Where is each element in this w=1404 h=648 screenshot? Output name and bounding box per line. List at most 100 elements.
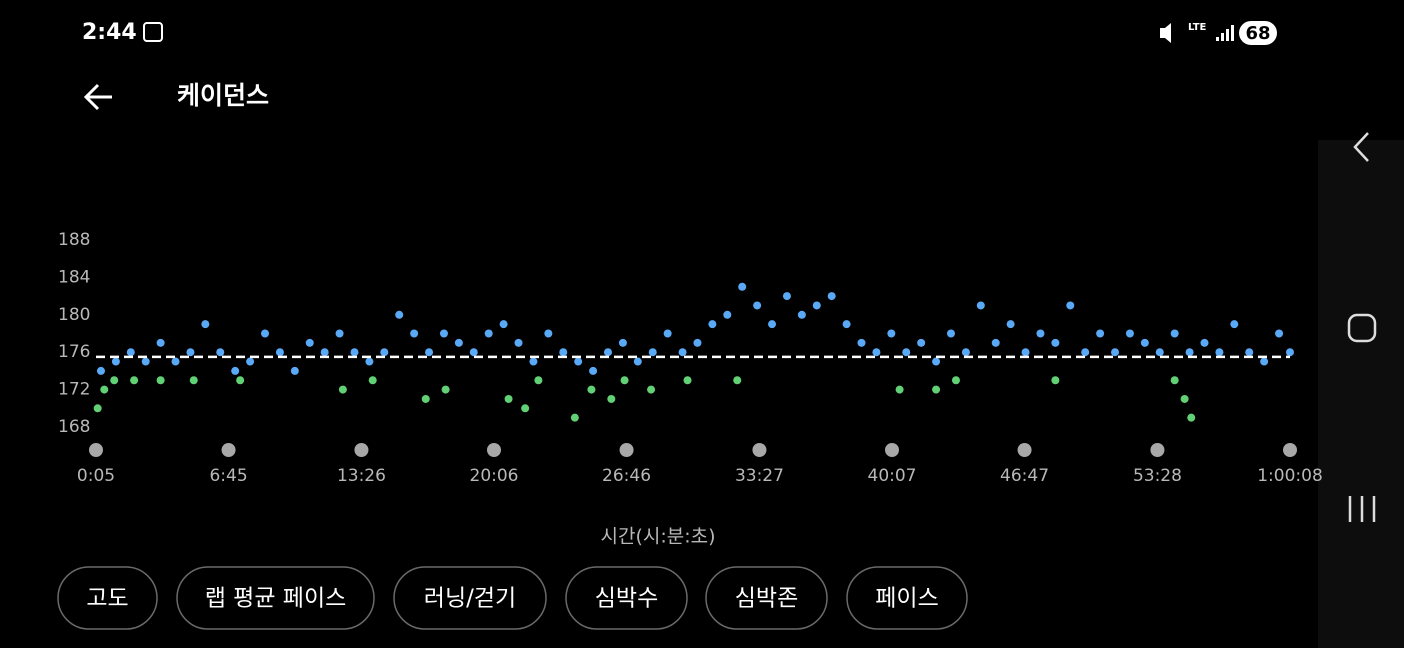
- point: [678, 348, 687, 357]
- point: [1187, 413, 1196, 422]
- filter-button-label: 고도: [86, 586, 128, 612]
- filter-button-label: 심박존: [735, 586, 798, 612]
- point: [1021, 348, 1030, 357]
- point: [857, 338, 866, 347]
- x-axis-label: 시간(시:분:초): [600, 526, 715, 548]
- point: [504, 394, 513, 403]
- point: [932, 385, 941, 394]
- point: [902, 348, 911, 357]
- point: [991, 338, 1000, 347]
- point: [189, 376, 198, 385]
- point: [521, 404, 530, 413]
- y-tick-label: 176: [58, 342, 90, 362]
- x-tick-dot: [885, 443, 899, 457]
- point: [733, 376, 742, 385]
- point: [410, 329, 419, 338]
- point: [872, 348, 881, 357]
- point: [812, 301, 821, 310]
- point: [1051, 376, 1060, 385]
- point: [93, 404, 102, 413]
- clock: 2:44: [82, 20, 137, 45]
- point: [976, 301, 985, 310]
- point: [1170, 376, 1179, 385]
- point: [607, 394, 616, 403]
- point: [246, 357, 255, 366]
- point: [1245, 348, 1254, 357]
- filter-button[interactable]: [57, 566, 158, 630]
- point: [589, 366, 598, 375]
- nav-home[interactable]: [1347, 313, 1377, 343]
- y-tick-label: 184: [58, 267, 90, 287]
- svg-text:LTE: LTE: [1188, 22, 1207, 33]
- filter-button[interactable]: [705, 566, 828, 630]
- point: [1036, 329, 1045, 338]
- y-tick-label: 168: [58, 417, 90, 437]
- point: [1051, 338, 1060, 347]
- point: [633, 357, 642, 366]
- x-tick-dot: [487, 443, 501, 457]
- filter-button[interactable]: [565, 566, 688, 630]
- point: [454, 338, 463, 347]
- point: [236, 376, 245, 385]
- point: [186, 348, 195, 357]
- point: [439, 329, 448, 338]
- point: [514, 338, 523, 347]
- point: [620, 376, 629, 385]
- point: [201, 320, 210, 329]
- point: [693, 338, 702, 347]
- point: [797, 310, 806, 319]
- point: [171, 357, 180, 366]
- point: [1260, 357, 1269, 366]
- point: [111, 357, 120, 366]
- point: [842, 320, 851, 329]
- point: [887, 329, 896, 338]
- y-tick-label: 180: [58, 305, 90, 325]
- point: [895, 385, 904, 394]
- page-title: 케이던스: [177, 81, 269, 110]
- point: [738, 282, 747, 291]
- x-tick-label: 26:46: [602, 466, 651, 486]
- point: [1200, 338, 1209, 347]
- point: [647, 385, 656, 394]
- filter-button[interactable]: [176, 566, 375, 630]
- point: [425, 348, 434, 357]
- filter-button[interactable]: [393, 566, 547, 630]
- battery: [1239, 21, 1277, 45]
- x-tick-label: 6:45: [209, 466, 247, 486]
- filter-button[interactable]: [846, 566, 968, 630]
- point: [768, 320, 777, 329]
- point: [231, 366, 240, 375]
- point: [156, 376, 165, 385]
- point: [1185, 348, 1194, 357]
- nav-recents[interactable]: [1348, 496, 1376, 522]
- point: [368, 376, 377, 385]
- x-tick-label: 1:00:08: [1257, 466, 1323, 486]
- point: [290, 366, 299, 375]
- x-tick-label: 53:28: [1133, 466, 1182, 486]
- point: [932, 357, 941, 366]
- x-tick-dot: [1283, 443, 1297, 457]
- point: [96, 366, 105, 375]
- filter-button-label: 심박수: [595, 586, 658, 612]
- x-tick-dot: [354, 443, 369, 457]
- filter-button-label: 페이스: [875, 586, 938, 612]
- point: [603, 348, 612, 357]
- point: [338, 385, 347, 394]
- signal-icons: LTE: [1160, 22, 1234, 43]
- point: [499, 320, 508, 329]
- x-tick-label: 40:07: [868, 466, 917, 486]
- point: [544, 329, 553, 338]
- point: [1125, 329, 1134, 338]
- point: [683, 376, 692, 385]
- nav-back[interactable]: [1353, 132, 1369, 162]
- battery-level: 68: [1245, 23, 1270, 44]
- point: [469, 348, 478, 357]
- point: [1111, 348, 1120, 357]
- back-arrow[interactable]: [83, 83, 112, 111]
- x-tick-label: 33:27: [735, 466, 784, 486]
- point: [946, 329, 955, 338]
- x-tick-dot: [752, 443, 767, 457]
- point: [110, 376, 119, 385]
- point: [961, 348, 970, 357]
